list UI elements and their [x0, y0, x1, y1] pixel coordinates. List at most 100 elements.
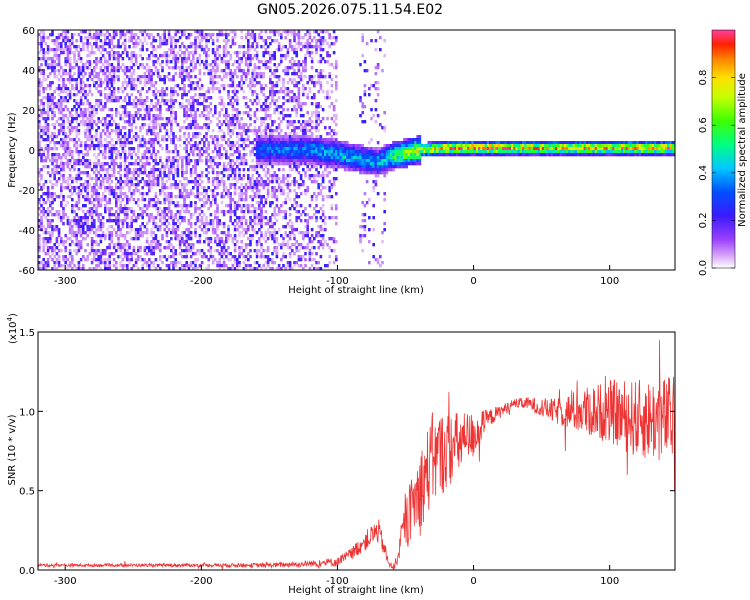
spectrogram-cell: [130, 93, 133, 97]
spectrogram-cell: [117, 87, 120, 91]
spectrogram-cell: [97, 243, 100, 247]
spectrogram-cell: [253, 216, 257, 220]
spectrogram-cell: [225, 168, 228, 172]
spectrogram-cell: [266, 222, 270, 226]
spectrogram-cell: [51, 258, 54, 262]
spectrogram-cell: [181, 165, 184, 169]
spectrogram-cell: [255, 183, 259, 187]
spectrogram-cell: [178, 126, 182, 130]
spectrogram-cell: [119, 132, 122, 136]
spectrogram-cell: [40, 102, 43, 106]
spectrogram-cell: [159, 93, 162, 97]
spectrogram-cell: [53, 69, 56, 73]
spectrogram-cell: [284, 216, 287, 220]
spectrogram-cell: [194, 207, 197, 211]
spectrogram-cell: [82, 69, 85, 73]
spectrogram-cell: [108, 198, 111, 202]
spectrogram-cell: [77, 153, 81, 157]
spectrogram-cell: [238, 120, 241, 124]
spectrogram-cell: [117, 54, 120, 58]
spectrogram-cell: [286, 33, 290, 37]
spectrogram-cell: [55, 87, 59, 91]
spectrogram-cell: [264, 234, 268, 238]
spectrogram-cell: [176, 261, 180, 265]
spectrogram-cell: [38, 147, 41, 151]
spectrogram-cell: [209, 159, 213, 163]
spectrogram-cell: [271, 162, 274, 166]
spectrogram-cell: [299, 174, 303, 178]
spectrogram-cell: [53, 90, 56, 94]
spectrogram-cell: [117, 60, 120, 64]
spectrogram-cell: [126, 165, 129, 169]
spectrogram-cell: [264, 159, 268, 163]
spectrogram-cell: [240, 117, 243, 121]
spectrogram-cell: [227, 129, 230, 133]
spectrogram-cell: [251, 69, 254, 73]
spectrogram-cell: [220, 138, 224, 142]
spectrogram-cell: [229, 210, 232, 214]
spectrogram-cell: [145, 129, 149, 133]
spectrogram-cell: [225, 150, 228, 154]
spectrogram-cell: [295, 180, 298, 184]
spectrogram-cell: [106, 267, 109, 270]
spectrogram-cell: [266, 162, 270, 166]
spectrogram-cell: [220, 240, 224, 244]
spectrogram-cell: [280, 234, 283, 238]
spectrogram-cell: [161, 189, 164, 193]
spectrogram-cell: [86, 45, 89, 49]
spectrogram-cell: [97, 99, 100, 103]
spectrogram-cell: [126, 225, 129, 229]
spectrogram-cell: [264, 60, 268, 64]
spectrogram-cell: [227, 114, 230, 118]
spectrogram-cell: [141, 234, 144, 238]
spectrogram-cell: [260, 132, 263, 136]
spectrogram-cell: [108, 258, 111, 262]
spectrogram-cell: [130, 225, 133, 229]
spectrogram-cell: [260, 207, 263, 211]
spectrogram-cell: [203, 123, 206, 127]
spectrogram-cell: [73, 222, 76, 226]
spectrogram-cell: [46, 198, 50, 202]
spectrogram-cell: [185, 165, 188, 169]
spectrogram-cell: [88, 75, 92, 79]
spectrogram-cell: [145, 33, 149, 37]
spectrogram-cell: [293, 237, 296, 241]
spectrogram-cell: [170, 120, 173, 124]
spectrogram-cell: [156, 45, 160, 49]
spectrogram-cell: [154, 243, 158, 247]
spectrogram-cell: [143, 108, 147, 112]
spectrogram-cell: [222, 210, 226, 214]
spectrogram-cell: [214, 138, 217, 142]
spectrogram-cell: [238, 231, 241, 235]
spectrogram-cell: [183, 108, 186, 112]
spectrogram-cell: [88, 36, 92, 40]
spectrogram-cell: [97, 219, 100, 223]
spectrogram-cell: [90, 69, 94, 73]
spectrogram-cell: [172, 75, 175, 79]
spectrogram-cell: [115, 45, 118, 49]
spectrogram-cell: [44, 36, 48, 40]
spectrogram-cell: [214, 57, 217, 61]
spectrogram-cell: [176, 237, 180, 241]
spectrogram-cell: [119, 210, 122, 214]
spectrogram-cell: [293, 165, 296, 169]
spectrogram-cell: [203, 189, 206, 193]
spectrogram-cell: [75, 186, 78, 190]
spectrogram-cell: [161, 210, 164, 214]
spectrogram-cell: [123, 87, 127, 91]
spectrogram-cell: [284, 231, 287, 235]
spectrogram-cell: [121, 219, 125, 223]
spectrogram-cell: [273, 108, 276, 112]
spectrogram-cell: [115, 141, 118, 145]
spectrogram-cell: [260, 222, 263, 226]
spectrogram-cell: [185, 57, 188, 61]
spectrogram-cell: [68, 48, 72, 52]
spectrogram-cell: [211, 84, 215, 88]
spectrogram-cell: [220, 246, 224, 250]
spectrogram-cell: [141, 33, 144, 37]
spectrogram-cell: [242, 126, 246, 130]
spectrogram-cell: [156, 75, 160, 79]
spectrogram-cell: [183, 90, 186, 94]
spectrogram-cell: [66, 135, 70, 139]
spectrogram-cell: [104, 261, 107, 265]
